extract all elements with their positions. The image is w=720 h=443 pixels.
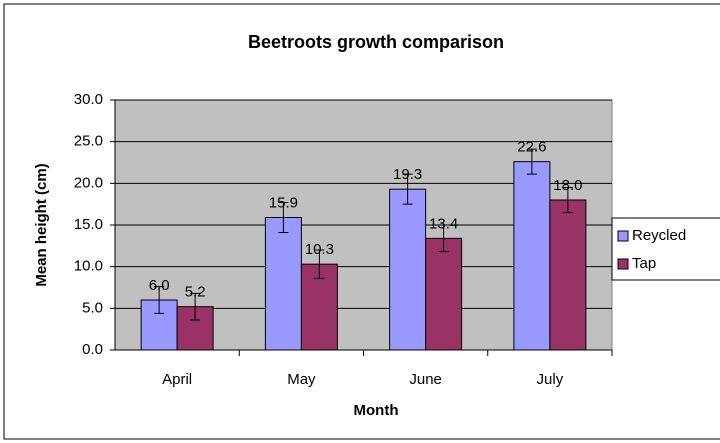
data-label: 6.0 — [149, 277, 170, 294]
legend-swatch — [617, 230, 629, 242]
chart-title: Beetroots growth comparison — [248, 32, 504, 52]
x-tick-label: July — [537, 371, 564, 388]
y-tick-label: 5.0 — [82, 299, 103, 316]
bar — [549, 199, 587, 351]
y-axis-label: Mean height (cm) — [33, 163, 50, 286]
legend-label: Reycled — [632, 227, 686, 244]
bar — [513, 161, 551, 351]
bar — [264, 217, 302, 351]
y-tick-label: 15.0 — [74, 216, 103, 233]
error-bar — [402, 173, 413, 205]
y-tick-label: 25.0 — [74, 133, 103, 150]
legend-label: Tap — [632, 255, 656, 272]
data-label: 13.4 — [429, 215, 458, 232]
error-bar — [526, 148, 537, 175]
data-label: 10.3 — [305, 241, 334, 258]
y-tick-label: 0.0 — [82, 341, 103, 358]
x-tick-label: May — [287, 371, 316, 388]
y-tick-label: 10.0 — [74, 258, 103, 275]
error-bar — [562, 187, 573, 213]
y-tick-label: 30.0 — [74, 91, 103, 108]
x-tick-label: June — [409, 371, 442, 388]
data-label: 19.3 — [393, 166, 422, 183]
data-label: 15.9 — [269, 194, 298, 211]
x-axis-label: Month — [354, 402, 399, 419]
bar — [425, 237, 463, 351]
error-bar — [154, 286, 165, 314]
data-label: 18.0 — [553, 177, 582, 194]
error-bar — [190, 292, 201, 321]
error-bar — [314, 249, 325, 279]
legend — [611, 217, 720, 281]
error-bar — [278, 202, 289, 233]
bar — [389, 188, 427, 351]
data-label: 22.6 — [517, 139, 546, 156]
legend-swatch — [617, 258, 629, 270]
data-label: 5.2 — [185, 284, 206, 301]
error-bar — [438, 224, 449, 253]
y-tick-label: 20.0 — [74, 174, 103, 191]
x-tick-label: April — [162, 371, 192, 388]
